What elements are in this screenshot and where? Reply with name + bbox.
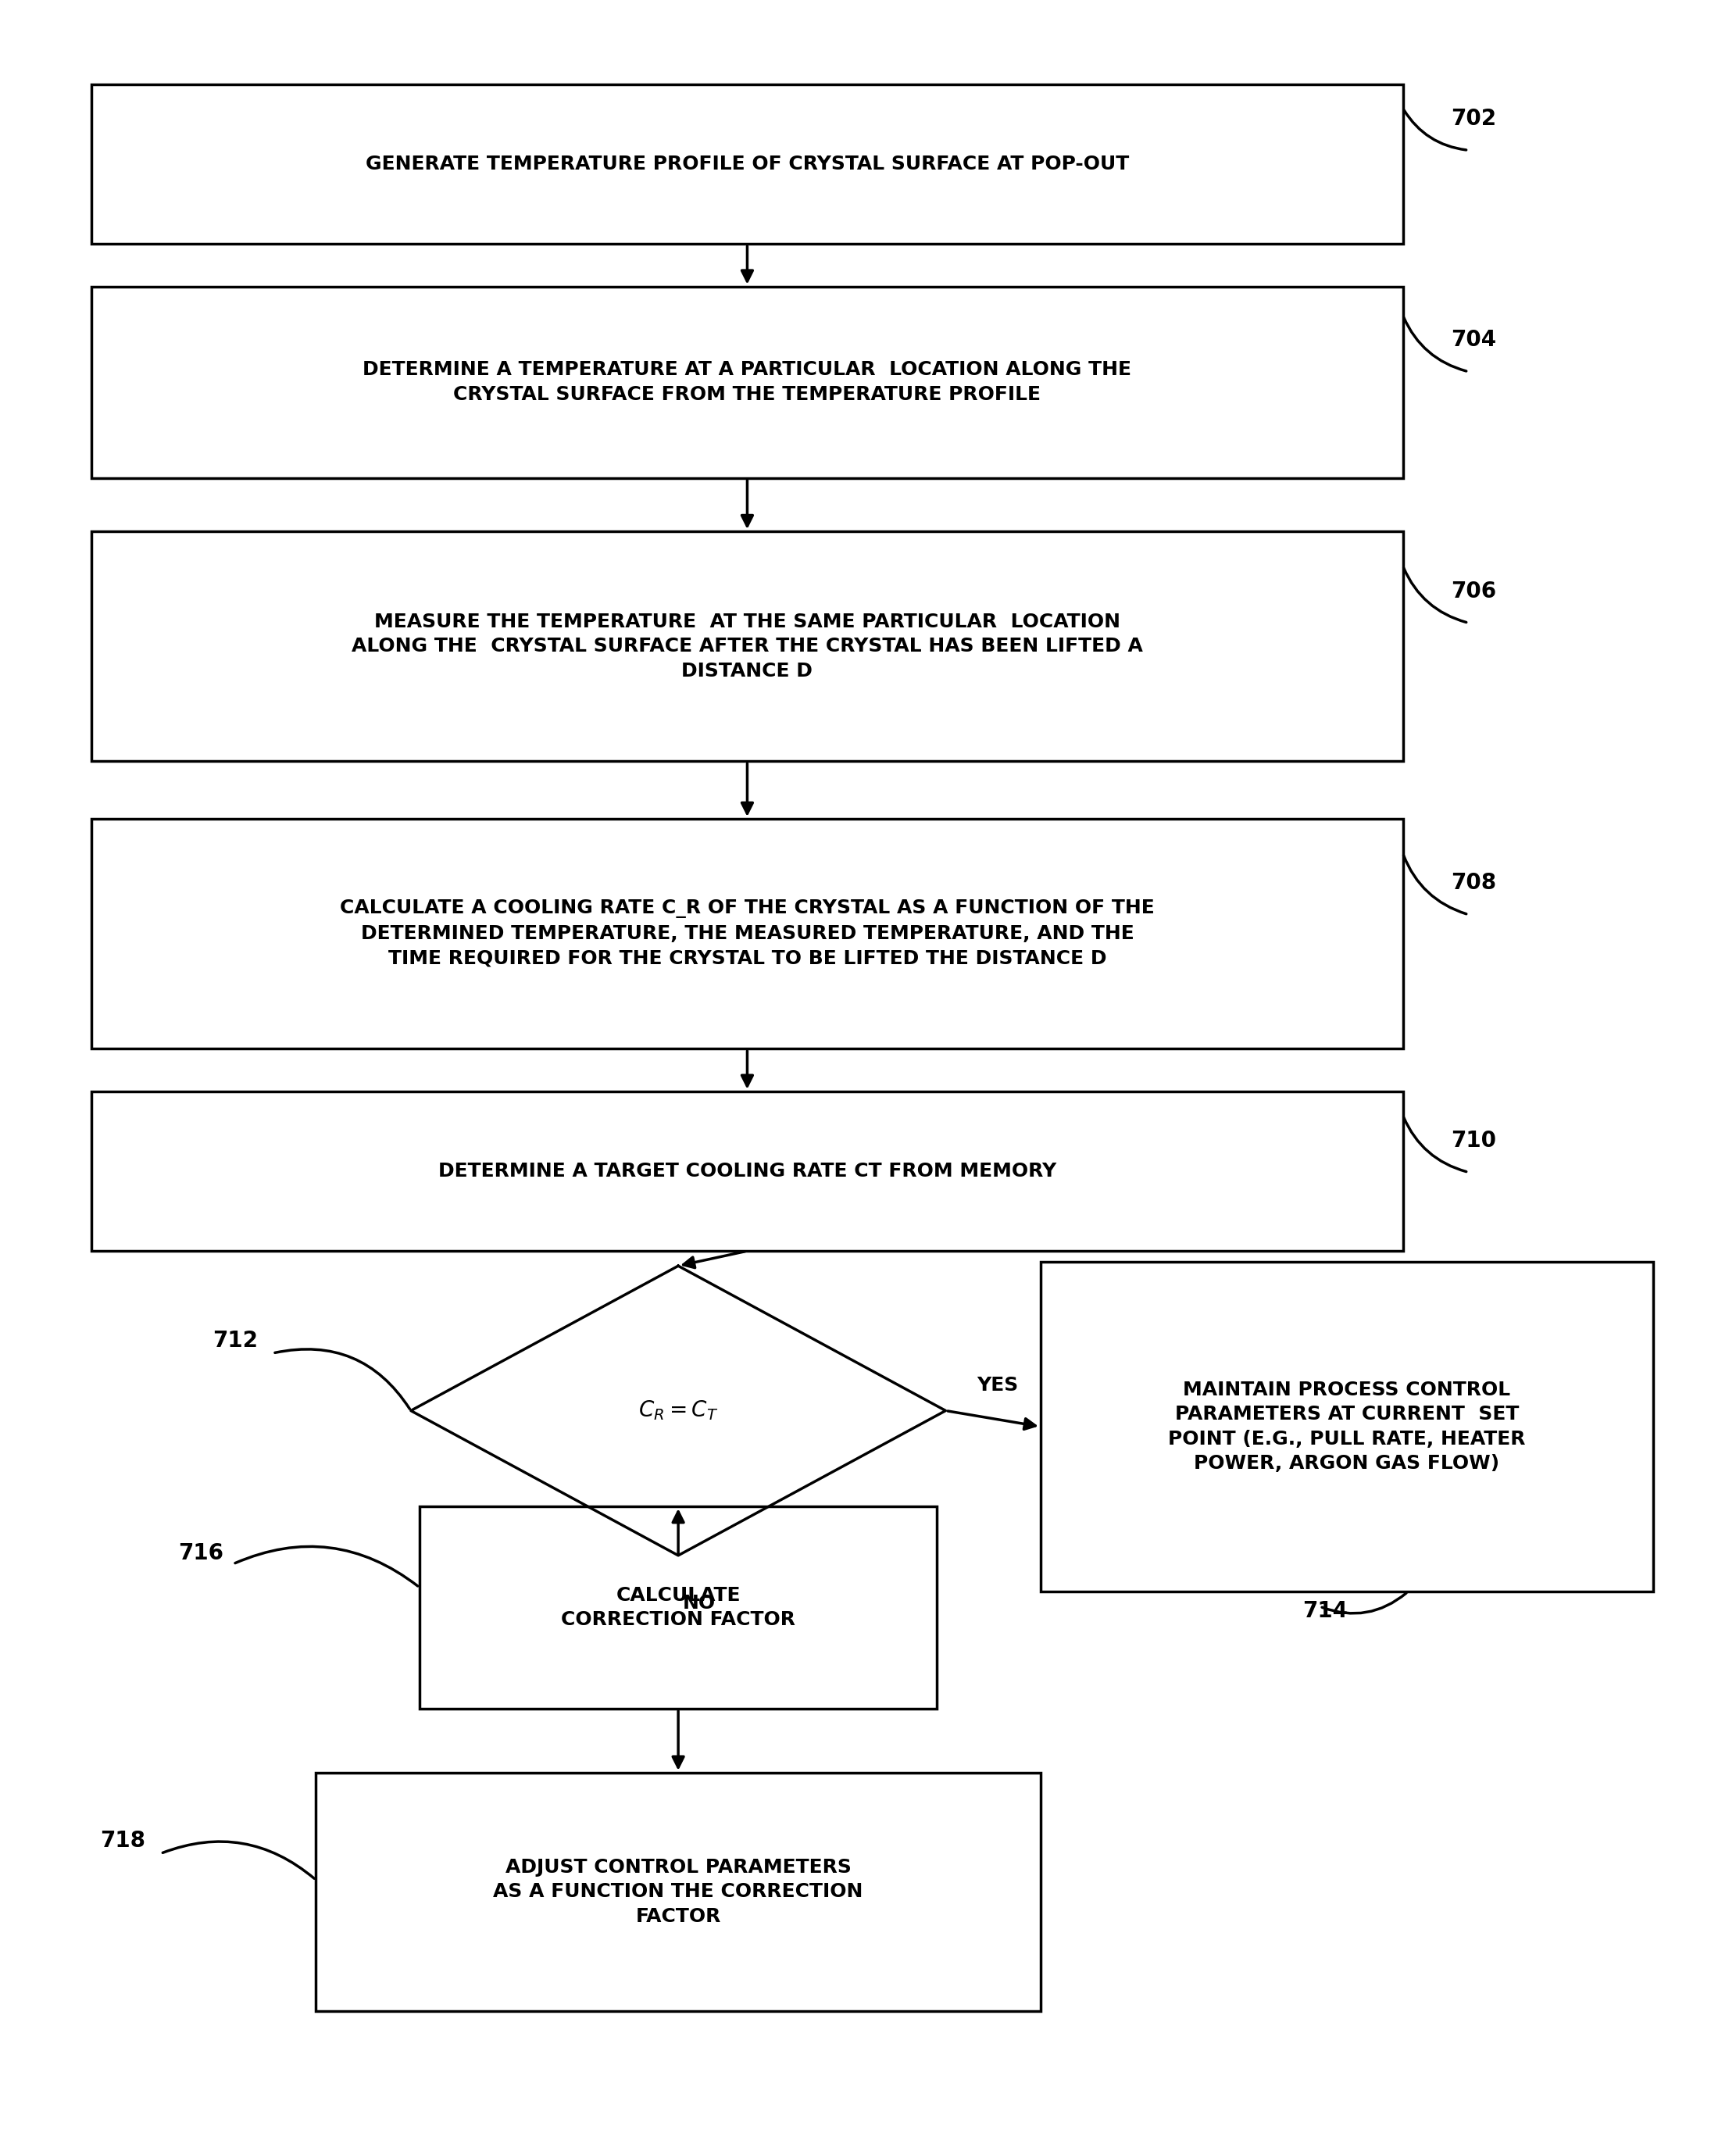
FancyBboxPatch shape <box>1040 1263 1653 1592</box>
FancyBboxPatch shape <box>92 531 1403 762</box>
FancyBboxPatch shape <box>92 287 1403 477</box>
Text: 712: 712 <box>212 1329 257 1352</box>
Text: 716: 716 <box>179 1543 224 1564</box>
Polygon shape <box>411 1267 946 1556</box>
Text: 718: 718 <box>101 1830 146 1851</box>
Text: 704: 704 <box>1451 330 1496 351</box>
Text: ADJUST CONTROL PARAMETERS
AS A FUNCTION THE CORRECTION
FACTOR: ADJUST CONTROL PARAMETERS AS A FUNCTION … <box>493 1858 863 1926</box>
Text: NO: NO <box>682 1594 715 1614</box>
Text: GENERATE TEMPERATURE PROFILE OF CRYSTAL SURFACE AT POP-OUT: GENERATE TEMPERATURE PROFILE OF CRYSTAL … <box>366 154 1128 173</box>
Text: 714: 714 <box>1302 1601 1349 1622</box>
FancyBboxPatch shape <box>92 1091 1403 1252</box>
Text: YES: YES <box>977 1376 1019 1395</box>
Text: CALCULATE
CORRECTION FACTOR: CALCULATE CORRECTION FACTOR <box>561 1586 795 1629</box>
Text: 708: 708 <box>1451 871 1496 895</box>
Text: MAINTAIN PROCESS CONTROL
PARAMETERS AT CURRENT  SET
POINT (E.G., PULL RATE, HEAT: MAINTAIN PROCESS CONTROL PARAMETERS AT C… <box>1168 1380 1526 1472</box>
Text: $C_R = C_T$: $C_R = C_T$ <box>639 1400 719 1423</box>
Text: CALCULATE A COOLING RATE C_R OF THE CRYSTAL AS A FUNCTION OF THE
DETERMINED TEMP: CALCULATE A COOLING RATE C_R OF THE CRYS… <box>340 899 1154 967</box>
FancyBboxPatch shape <box>316 1772 1040 2012</box>
Text: 706: 706 <box>1451 580 1496 601</box>
Text: 710: 710 <box>1451 1130 1496 1151</box>
Text: DETERMINE A TEMPERATURE AT A PARTICULAR  LOCATION ALONG THE
CRYSTAL SURFACE FROM: DETERMINE A TEMPERATURE AT A PARTICULAR … <box>363 360 1132 404</box>
Text: MEASURE THE TEMPERATURE  AT THE SAME PARTICULAR  LOCATION
ALONG THE  CRYSTAL SUR: MEASURE THE TEMPERATURE AT THE SAME PART… <box>352 612 1142 681</box>
Text: 702: 702 <box>1451 107 1496 128</box>
Text: DETERMINE A TARGET COOLING RATE CT FROM MEMORY: DETERMINE A TARGET COOLING RATE CT FROM … <box>437 1162 1055 1181</box>
FancyBboxPatch shape <box>92 83 1403 244</box>
FancyBboxPatch shape <box>420 1507 937 1708</box>
FancyBboxPatch shape <box>92 820 1403 1049</box>
